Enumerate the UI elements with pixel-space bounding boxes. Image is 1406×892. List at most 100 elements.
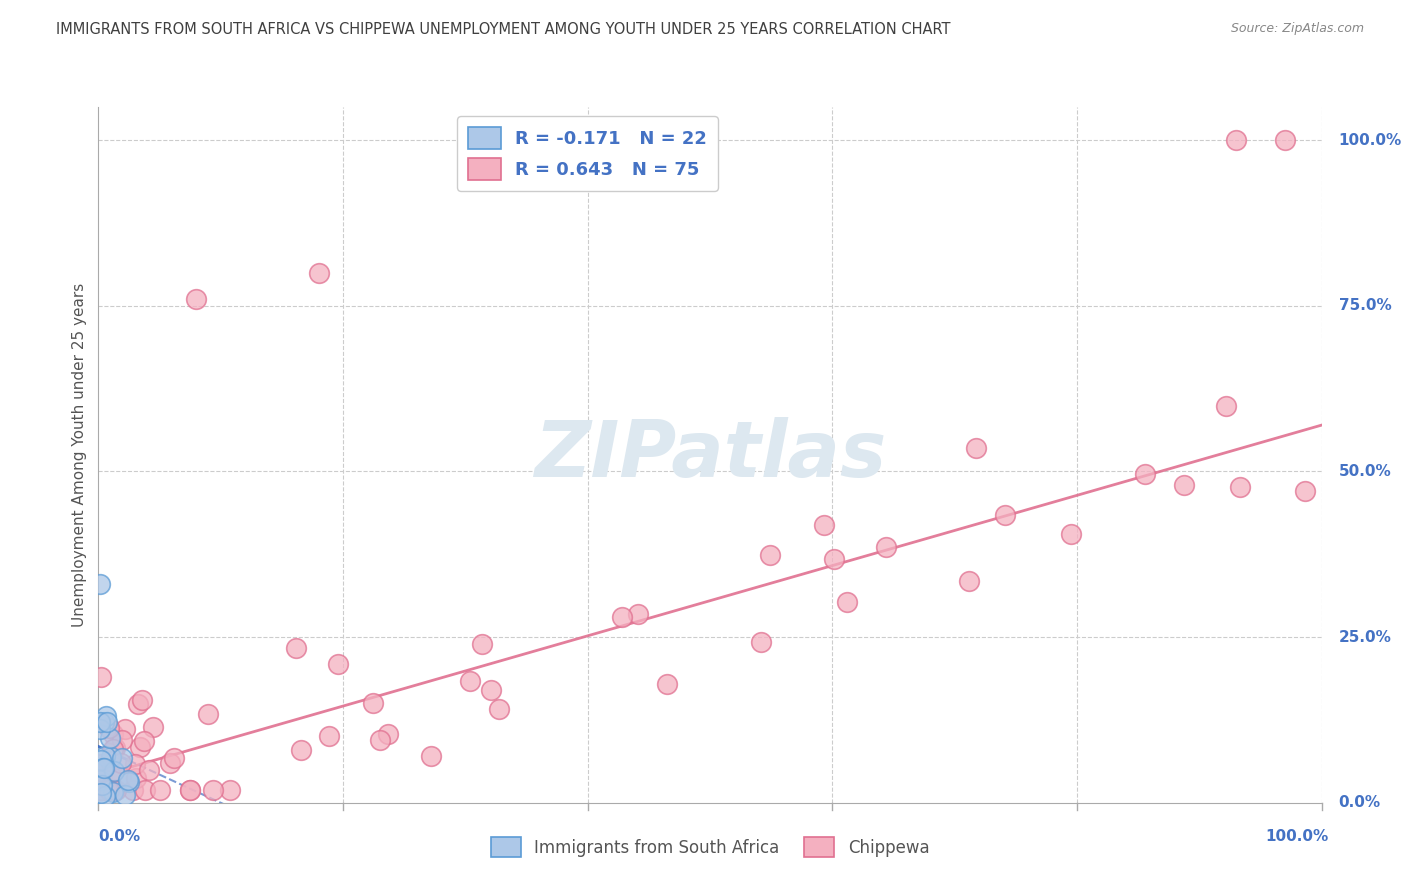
Point: [612, 609, 634, 624]
Point: [98, 754, 121, 768]
Point: [142, 720, 165, 734]
Point: [96, 782, 118, 797]
Point: [163, 751, 186, 765]
Point: [290, 743, 312, 757]
Point: [97, 782, 120, 797]
Point: [89, 772, 111, 787]
Point: [284, 640, 307, 655]
Text: 100.0%: 100.0%: [1339, 133, 1402, 148]
Point: [90, 782, 112, 797]
Point: [159, 756, 181, 770]
Point: [479, 683, 502, 698]
Text: ZIPatlas: ZIPatlas: [534, 417, 886, 493]
Point: [1060, 527, 1083, 541]
Point: [93, 714, 115, 729]
Point: [1225, 133, 1247, 147]
Point: [104, 741, 127, 756]
Point: [101, 742, 124, 756]
Point: [98, 731, 121, 745]
Point: [97, 721, 120, 735]
Point: [114, 722, 136, 736]
Point: [127, 697, 149, 711]
Point: [1229, 480, 1251, 494]
Text: 0.0%: 0.0%: [1339, 796, 1381, 810]
Point: [488, 702, 510, 716]
Point: [114, 788, 136, 802]
Point: [103, 782, 125, 797]
Point: [89, 577, 111, 591]
Point: [100, 750, 122, 764]
Point: [93, 761, 115, 775]
Point: [131, 693, 153, 707]
Point: [90, 757, 112, 772]
Point: [458, 673, 481, 688]
Point: [138, 763, 160, 777]
Point: [90, 764, 112, 778]
Point: [149, 782, 172, 797]
Point: [749, 635, 772, 649]
Point: [318, 729, 340, 743]
Point: [90, 670, 112, 684]
Point: [118, 775, 141, 789]
Text: 0.0%: 0.0%: [98, 830, 141, 844]
Point: [129, 740, 152, 755]
Text: 75.0%: 75.0%: [1339, 298, 1392, 313]
Point: [90, 778, 112, 792]
Legend: Immigrants from South Africa, Chippewa: Immigrants from South Africa, Chippewa: [484, 830, 936, 864]
Point: [1294, 483, 1316, 498]
Point: [124, 756, 146, 771]
Point: [90, 778, 112, 792]
Point: [328, 657, 350, 671]
Text: 100.0%: 100.0%: [1265, 830, 1329, 844]
Text: 25.0%: 25.0%: [1339, 630, 1392, 645]
Point: [186, 292, 208, 306]
Text: 50.0%: 50.0%: [1339, 464, 1392, 479]
Point: [875, 540, 897, 554]
Point: [959, 574, 981, 588]
Point: [1133, 467, 1156, 482]
Point: [197, 706, 219, 721]
Point: [368, 733, 391, 747]
Text: IMMIGRANTS FROM SOUTH AFRICA VS CHIPPEWA UNEMPLOYMENT AMONG YOUTH UNDER 25 YEARS: IMMIGRANTS FROM SOUTH AFRICA VS CHIPPEWA…: [56, 22, 950, 37]
Point: [96, 714, 118, 729]
Point: [201, 782, 224, 797]
Point: [179, 782, 201, 797]
Point: [965, 441, 987, 455]
Point: [110, 756, 132, 770]
Point: [89, 723, 111, 737]
Point: [471, 637, 494, 651]
Point: [823, 552, 845, 566]
Point: [419, 748, 441, 763]
Point: [100, 769, 122, 783]
Point: [90, 782, 112, 797]
Point: [117, 773, 139, 788]
Point: [134, 734, 156, 748]
Point: [994, 508, 1017, 523]
Point: [111, 751, 134, 765]
Point: [308, 266, 330, 280]
Point: [94, 708, 117, 723]
Point: [89, 714, 111, 729]
Point: [101, 727, 124, 741]
Point: [125, 772, 148, 786]
Point: [91, 761, 114, 775]
Y-axis label: Unemployment Among Youth under 25 years: Unemployment Among Youth under 25 years: [72, 283, 87, 627]
Point: [110, 770, 132, 784]
Point: [134, 782, 156, 797]
Point: [90, 782, 112, 797]
Point: [90, 753, 112, 767]
Point: [377, 726, 399, 740]
Point: [1173, 477, 1195, 491]
Text: Source: ZipAtlas.com: Source: ZipAtlas.com: [1230, 22, 1364, 36]
Point: [835, 595, 858, 609]
Point: [813, 518, 835, 533]
Point: [219, 782, 242, 797]
Point: [111, 733, 134, 747]
Point: [103, 764, 125, 778]
Point: [94, 749, 117, 764]
Point: [1215, 399, 1237, 413]
Point: [104, 782, 127, 797]
Point: [94, 789, 117, 804]
Point: [122, 782, 145, 797]
Point: [90, 762, 112, 776]
